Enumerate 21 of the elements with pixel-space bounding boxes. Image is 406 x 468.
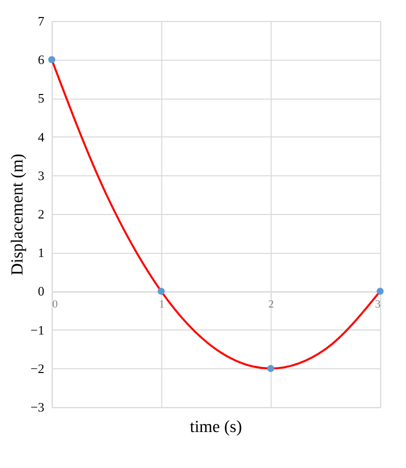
y-tick-label: −3 <box>30 400 44 415</box>
y-tick-label: 1 <box>38 245 44 260</box>
y-tick-label: −1 <box>30 322 44 338</box>
x-tick-label: 0 <box>52 298 58 311</box>
y-axis-title: Displacement (m) <box>8 154 27 276</box>
y-tick-label: 4 <box>38 129 45 144</box>
y-tick-label: −2 <box>30 360 44 376</box>
y-tick-label: 2 <box>38 206 44 222</box>
x-tick-label: 1 <box>158 298 164 311</box>
x-tick-label: 2 <box>268 298 274 311</box>
point <box>48 56 56 64</box>
y-tick-label: 7 <box>38 13 45 28</box>
point <box>267 364 274 372</box>
y-tick-label: 3 <box>38 168 44 183</box>
point <box>376 288 384 295</box>
y-tick-label: 6 <box>38 52 45 68</box>
point <box>158 288 165 295</box>
x-tick-label: 3 <box>375 298 382 311</box>
y-tick-label: 5 <box>38 90 44 106</box>
y-tick-label: 0 <box>38 284 44 299</box>
x-axis-title: time (s) <box>190 416 242 436</box>
